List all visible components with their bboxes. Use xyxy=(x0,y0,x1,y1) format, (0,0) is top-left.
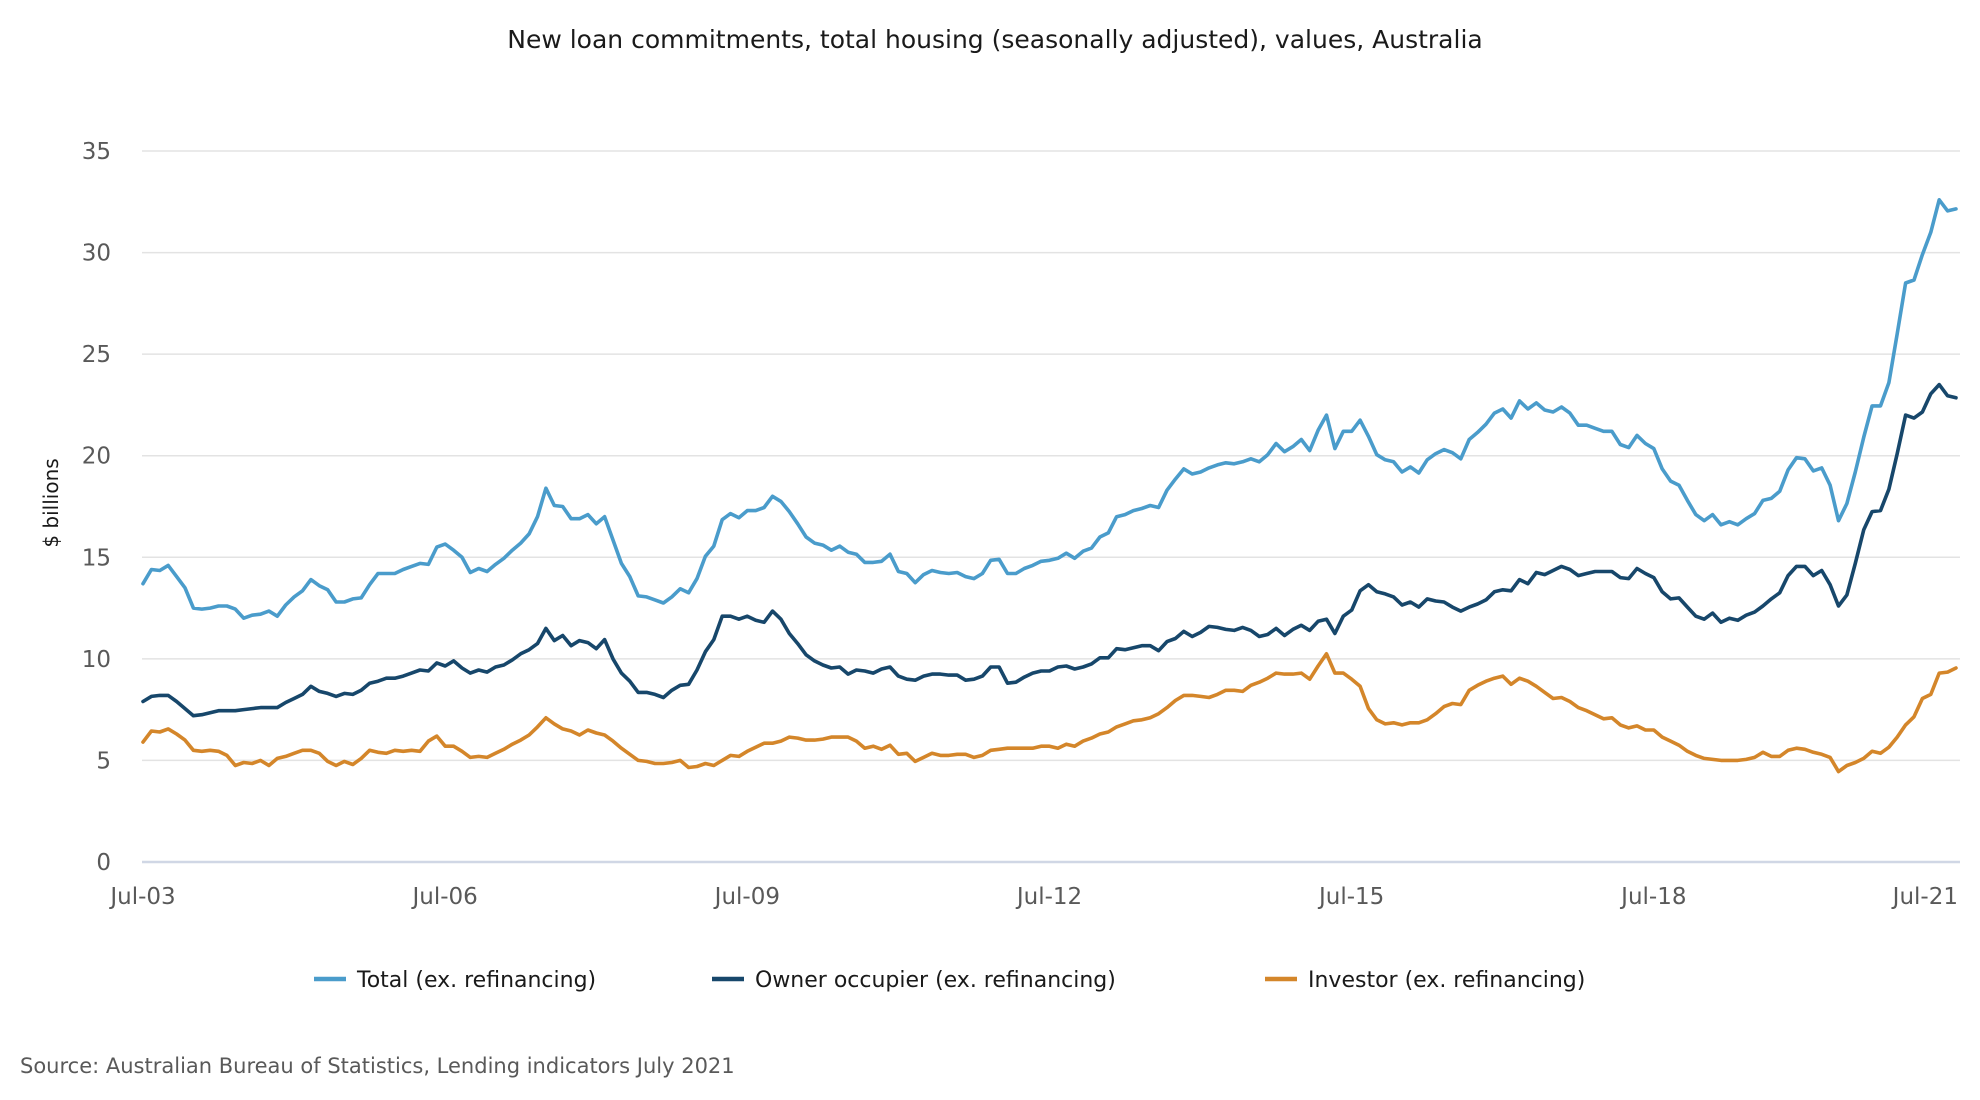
source-note: Source: Australian Bureau of Statistics,… xyxy=(20,1054,735,1078)
x-tick-label: Jul-18 xyxy=(1619,884,1686,910)
y-tick-label: 10 xyxy=(82,647,111,673)
series-lines xyxy=(141,198,1958,774)
legend-item-total: Total (ex. refinancing) xyxy=(314,968,596,993)
series-line-owner xyxy=(141,382,1958,718)
x-tick-label: Jul-03 xyxy=(108,884,175,910)
legend-item-investor: Investor (ex. refinancing) xyxy=(1265,968,1585,993)
x-axis-ticks: Jul-03 Jul-06 Jul-09 Jul-12 Jul-15 Jul-18 Jul-… xyxy=(108,884,1958,910)
series-line-total xyxy=(141,198,1958,621)
y-tick-label: 20 xyxy=(82,444,111,470)
y-tick-label: 35 xyxy=(82,139,111,165)
y-tick-label: 5 xyxy=(96,748,111,774)
series-line-investor xyxy=(141,651,1958,774)
x-tick-label: Jul-21 xyxy=(1891,884,1958,910)
x-tick-label: Jul-09 xyxy=(713,884,780,910)
x-tick-label: Jul-15 xyxy=(1317,884,1384,910)
y-tick-label: 25 xyxy=(82,342,111,368)
y-tick-label: 15 xyxy=(82,545,111,571)
gridlines xyxy=(142,150,1960,762)
y-axis-label: $ billions xyxy=(39,458,63,547)
legend-label: Investor (ex. refinancing) xyxy=(1308,968,1585,993)
legend-item-owner: Owner occupier (ex. refinancing) xyxy=(712,968,1116,993)
y-tick-label: 0 xyxy=(96,850,111,876)
legend-label: Total (ex. refinancing) xyxy=(356,968,596,993)
y-axis-ticks: 0 5 10 15 20 25 30 35 xyxy=(82,139,111,876)
x-tick-label: Jul-12 xyxy=(1015,884,1082,910)
y-tick-label: 30 xyxy=(82,241,111,267)
chart-title: New loan commitments, total housing (sea… xyxy=(507,25,1482,54)
legend: Total (ex. refinancing) Owner occupier (e… xyxy=(314,968,1585,993)
legend-label: Owner occupier (ex. refinancing) xyxy=(755,968,1116,993)
x-tick-label: Jul-06 xyxy=(411,884,478,910)
